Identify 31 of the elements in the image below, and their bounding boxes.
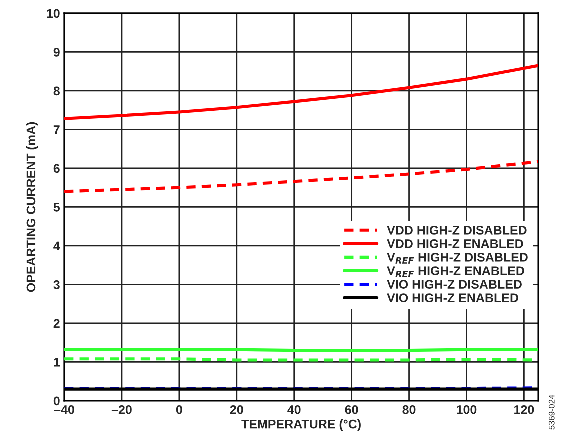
y-tick-label: 3 xyxy=(54,280,60,290)
y-tick-label: 8 xyxy=(54,86,60,96)
x-tick-label: 60 xyxy=(345,405,358,414)
x-tick-label: –40 xyxy=(54,405,74,414)
legend-label: VIO HIGH-Z DISABLED xyxy=(387,280,522,289)
x-axis-title: TEMPERATURE (°C) xyxy=(242,420,361,432)
y-tick-label: 10 xyxy=(47,9,60,18)
y-tick-label: 2 xyxy=(54,319,60,328)
x-tick-label: 120 xyxy=(514,405,534,414)
y-tick-label: 7 xyxy=(54,126,60,134)
y-tick-label: 1 xyxy=(54,358,60,367)
y-axis-title: OPEARTING CURRENT (mA) xyxy=(26,122,38,292)
legend-label: V$_{REF}$ HIGH-Z ENABLED xyxy=(387,266,524,278)
x-tick-label: –20 xyxy=(112,405,132,414)
legend-label: VIO HIGH-Z ENABLED xyxy=(387,294,518,302)
x-tick-label: 80 xyxy=(402,405,416,414)
y-tick-label: 9 xyxy=(54,48,60,57)
x-tick-label: 100 xyxy=(457,405,477,414)
x-tick-label: 20 xyxy=(230,405,244,414)
y-tick-label: 0 xyxy=(54,396,60,406)
legend-label: V$_{REF}$ HIGH-Z DISABLED xyxy=(387,253,528,264)
y-tick-label: 6 xyxy=(54,164,60,174)
legend-label: VDD HIGH-Z ENABLED xyxy=(387,240,524,248)
x-tick-label: 40 xyxy=(288,405,301,414)
text: 5369-024 xyxy=(548,395,555,430)
y-tick-label: 5 xyxy=(54,203,60,212)
line-series xyxy=(64,64,539,120)
y-tick-label: 4 xyxy=(54,242,60,250)
line-series xyxy=(64,160,539,194)
x-tick-label: 0 xyxy=(176,405,182,414)
legend-label: VDD HIGH-Z DISABLED xyxy=(387,226,527,235)
